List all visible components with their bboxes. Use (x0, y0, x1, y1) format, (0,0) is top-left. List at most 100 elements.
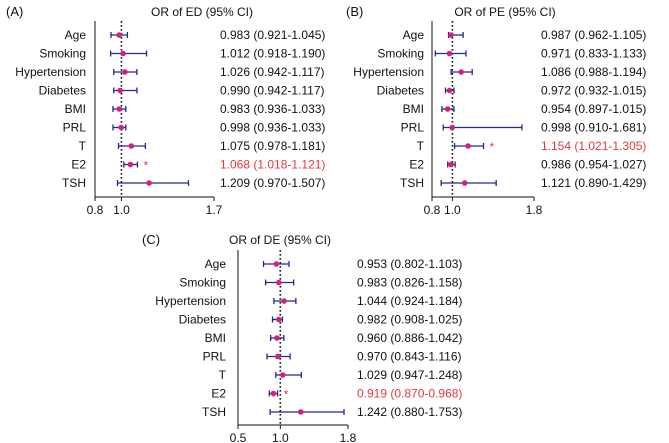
row-label: Smoking (39, 47, 86, 61)
row-label: Age (65, 28, 87, 42)
row-label: TSH (62, 176, 86, 190)
or-point (274, 353, 281, 360)
x-tick-label: 1.0 (272, 431, 289, 443)
panel-title: OR of DE (95% CI) (229, 233, 331, 247)
or-point (446, 87, 453, 94)
x-tick-label: 0.5 (230, 431, 247, 443)
or-point (279, 372, 286, 378)
or-ci-value: 1.209 (0.970-1.507) (220, 176, 325, 190)
forest-panel-1: (A) OR of ED (95% CI) 0.8 1.0 1.7 Age 0.983 (0… (6, 4, 325, 217)
row-label: E2 (211, 387, 226, 401)
or-point (446, 50, 453, 57)
panel-letter: (A) (6, 4, 23, 19)
row-label: PRL (203, 350, 227, 364)
or-ci-value: 1.026 (0.942-1.117) (220, 65, 325, 79)
row-label: Smoking (179, 276, 226, 290)
row-label: BMI (403, 102, 424, 116)
or-ci-value: 1.075 (0.978-1.181) (220, 139, 325, 153)
or-point (117, 87, 123, 94)
x-tick-label: 0.8 (424, 203, 441, 217)
row-label: PRL (63, 121, 87, 135)
row-label: E2 (71, 158, 86, 172)
or-ci-value: 0.972 (0.932-1.015) (541, 84, 646, 98)
or-ci-value: 0.987 (0.962-1.105) (541, 28, 646, 42)
or-ci-value: 0.919 (0.870-0.968) (357, 387, 462, 401)
or-ci-value: 1.029 (0.947-1.248) (357, 368, 462, 382)
or-point (273, 261, 280, 267)
or-point (458, 69, 464, 75)
row-label: Diabetes (179, 313, 226, 327)
significance-marker: * (490, 140, 495, 154)
x-tick-label: 1.8 (526, 203, 543, 217)
or-point (116, 106, 122, 112)
or-ci-value: 0.983 (0.936-1.033) (220, 102, 325, 116)
row-label: Age (205, 257, 227, 271)
row-label: Age (403, 28, 425, 42)
or-point (449, 124, 455, 131)
or-ci-value: 1.242 (0.880-1.753) (357, 405, 462, 419)
or-ci-value: 1.044 (0.924-1.184) (357, 294, 462, 308)
or-ci-value: 0.983 (0.921-1.045) (220, 28, 325, 42)
or-ci-value: 0.990 (0.942-1.117) (220, 84, 325, 98)
row-label: Smoking (377, 47, 424, 61)
or-ci-value: 1.068 (1.018-1.121) (220, 158, 325, 172)
row-label: T (219, 368, 227, 382)
row-label: TSH (202, 405, 226, 419)
row-label: BMI (65, 102, 86, 116)
or-point (127, 161, 134, 168)
or-point (120, 50, 126, 57)
row-label: Diabetes (377, 84, 424, 98)
x-tick-label: 1.8 (340, 431, 357, 443)
significance-marker: * (143, 159, 148, 173)
or-point (461, 180, 468, 186)
or-ci-value: 0.982 (0.908-1.025) (357, 313, 462, 327)
or-point (297, 409, 304, 415)
panel-title: OR of PE (95% CI) (454, 5, 555, 19)
row-label: TSH (400, 176, 424, 190)
or-ci-value: 0.953 (0.802-1.103) (357, 257, 462, 271)
row-label: Hypertension (15, 65, 86, 79)
row-label: T (79, 139, 87, 153)
x-tick-label: 1.7 (206, 203, 223, 217)
panel-letter: (B) (346, 4, 363, 19)
or-ci-value: 1.154 (1.021-1.305) (541, 139, 646, 153)
or-point (128, 143, 135, 149)
or-ci-value: 0.970 (0.843-1.116) (357, 350, 462, 364)
or-point (118, 124, 124, 131)
or-ci-value: 0.983 (0.826-1.158) (357, 276, 462, 290)
forest-panel-3: (C) OR of DE (95% CI) 0.5 1.0 1.8 Age 0.953 (0… (142, 232, 462, 443)
or-ci-value: 0.986 (0.954-1.027) (541, 158, 646, 172)
or-point (448, 32, 454, 38)
or-ci-value: 1.012 (0.918-1.190) (220, 47, 325, 61)
or-point (146, 180, 152, 186)
significance-marker: * (284, 388, 289, 402)
or-ci-value: 0.960 (0.886-1.042) (357, 331, 462, 345)
x-tick-label: 0.8 (87, 203, 104, 217)
or-point (274, 335, 280, 341)
forest-panel-2: (B) OR of PE (95% CI) 0.8 1.0 1.8 Age 0.987 (0… (346, 4, 646, 217)
row-label: PRL (401, 121, 425, 135)
or-ci-value: 1.086 (0.988-1.194) (541, 65, 646, 79)
or-ci-value: 0.998 (0.910-1.681) (541, 121, 646, 135)
x-tick-label: 1.0 (444, 203, 461, 217)
or-ci-value: 0.971 (0.833-1.133) (541, 47, 646, 61)
row-label: T (417, 139, 425, 153)
or-ci-value: 0.998 (0.936-1.033) (220, 121, 325, 135)
or-point (122, 69, 128, 75)
panel-title: OR of ED (95% CI) (151, 5, 253, 19)
or-point (444, 106, 451, 112)
row-label: Hypertension (353, 65, 424, 79)
or-point (276, 279, 282, 286)
or-point (448, 161, 454, 168)
row-label: Diabetes (39, 84, 86, 98)
row-label: E2 (409, 158, 424, 172)
or-point (275, 316, 282, 323)
or-point (270, 390, 277, 397)
panel-letter: (C) (142, 232, 160, 247)
x-tick-label: 1.0 (113, 203, 130, 217)
or-ci-value: 0.954 (0.897-1.015) (541, 102, 646, 116)
or-point (116, 32, 122, 38)
row-label: Hypertension (155, 294, 226, 308)
row-label: BMI (205, 331, 226, 345)
